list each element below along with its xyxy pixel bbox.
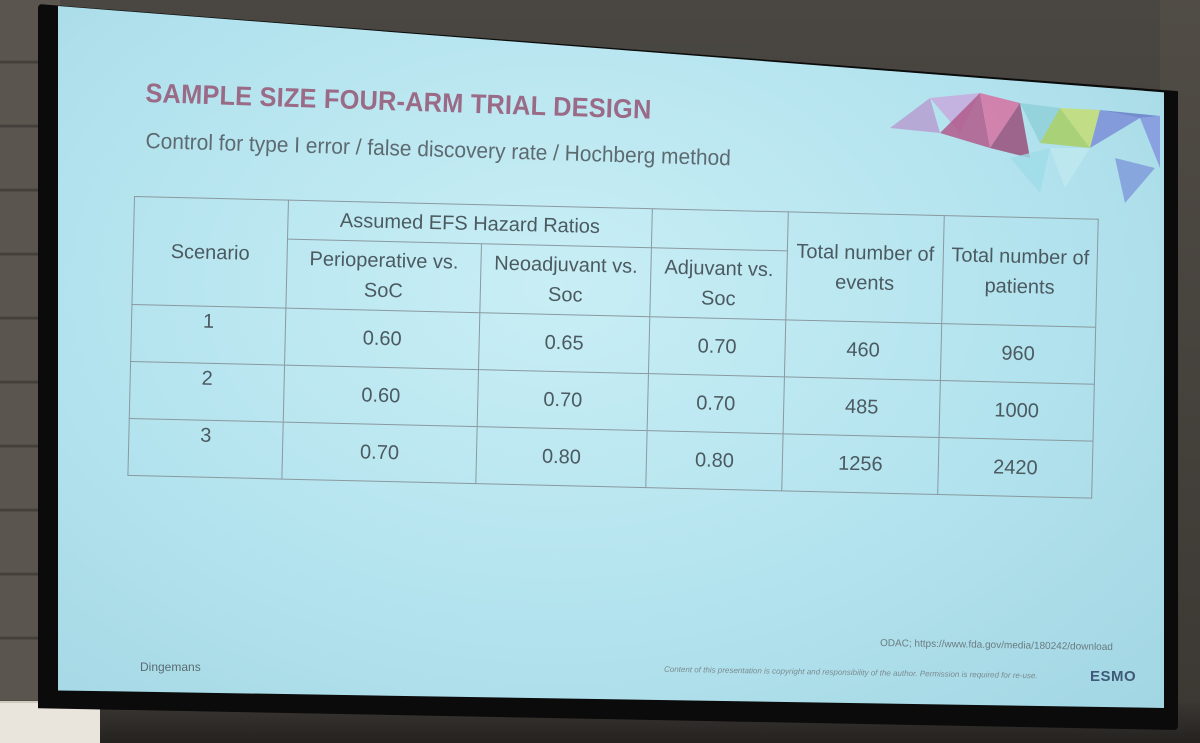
presenter-name: Dingemans	[140, 660, 201, 674]
cell-total-events: 460	[784, 319, 942, 381]
cell-perioperative: 0.70	[281, 422, 478, 484]
cell-scenario: 2	[129, 361, 285, 423]
cell-perioperative: 0.60	[284, 308, 480, 370]
cell-neoadjuvant: 0.80	[475, 426, 648, 488]
cell-scenario: 3	[127, 418, 284, 480]
cell-total-patients: 1000	[939, 380, 1095, 442]
cell-scenario: 1	[130, 304, 286, 366]
cell-neoadjuvant: 0.70	[477, 369, 649, 431]
esmo-logo: ESMO	[1090, 668, 1137, 685]
cell-total-patients: 2420	[937, 437, 1093, 499]
cell-perioperative: 0.60	[283, 365, 479, 427]
cell-neoadjuvant: 0.65	[478, 312, 650, 374]
header-total-patients: Total number of patients	[941, 215, 1099, 328]
sample-size-table-wrapper: Scenario Assumed EFS Hazard Ratios Total…	[127, 196, 1099, 499]
cell-total-events: 1256	[781, 433, 940, 495]
header-scenario: Scenario	[131, 196, 289, 309]
cell-adjuvant: 0.80	[645, 430, 784, 491]
cell-total-events: 485	[783, 376, 941, 438]
cell-adjuvant: 0.70	[647, 373, 785, 434]
header-adjuvant: Adjuvant vs. Soc	[649, 247, 788, 320]
cell-total-patients: 960	[940, 323, 1096, 385]
sample-size-table: Scenario Assumed EFS Hazard Ratios Total…	[127, 196, 1099, 499]
header-neoadjuvant: Neoadjuvant vs. Soc	[479, 243, 652, 317]
header-perioperative: Perioperative vs. SoC	[285, 239, 482, 313]
header-total-events: Total number of events	[785, 211, 945, 324]
triangle-decoration-icon	[890, 93, 1160, 203]
cell-adjuvant: 0.70	[648, 316, 786, 377]
header-blank	[651, 208, 789, 251]
